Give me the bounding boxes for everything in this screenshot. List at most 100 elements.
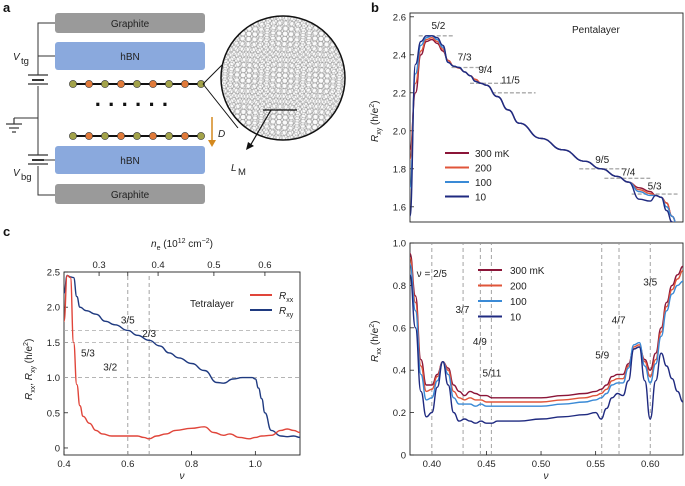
y-tick-label: 0.6 — [393, 323, 406, 334]
legend-label: 200 — [510, 282, 527, 293]
y-axis-label-main: R — [370, 135, 381, 142]
y-axis-label-sup: 2 — [369, 104, 376, 108]
y-axis-label-sub: xx — [376, 347, 383, 355]
atom — [85, 132, 93, 140]
y-tick-label: 0.8 — [393, 281, 406, 292]
top-axis-tick-label: 0.4 — [151, 260, 164, 271]
plot-frame: 0 0.2 0.4 0.6 0.8 1.0 0.40 0.45 0.50 0.55 0.60 — [393, 239, 684, 470]
y-tick-label: 1.8 — [393, 164, 406, 175]
series-line-10 — [410, 35, 674, 222]
legend-label: 10 — [475, 193, 487, 204]
y-tick-label: 0.2 — [393, 408, 406, 419]
fraction-annotation: 3/5 — [121, 315, 135, 326]
hbn-bottom-label: hBN — [120, 156, 139, 167]
legend-label-sub: xy — [286, 312, 294, 319]
series-line-r_xy — [64, 274, 300, 439]
top-axis-tick-label: 0.3 — [92, 260, 105, 271]
atom — [101, 132, 109, 140]
y-axis-label-close: ) — [24, 339, 35, 342]
y-axis-label: Rxx (h/e2) — [369, 321, 383, 363]
top-axis-label-main: n — [151, 239, 157, 250]
y-axis-label: Rxy (h/e2) — [369, 101, 383, 143]
top-axis-label-sup: 12 — [178, 238, 186, 245]
fraction-annotation: 3/7 — [455, 305, 469, 316]
panel-label-b: b — [371, 0, 379, 15]
chart-c: 0 0.5 1.0 1.5 2.0 2.5 0.4 0.6 0.8 1.0 3/5 2/3 5/3 3/2… — [23, 238, 301, 482]
y-tick-label: 0.4 — [393, 366, 406, 377]
ellipsis-dots: · · · · · · — [95, 92, 170, 117]
top-gate-battery-icon — [28, 74, 48, 85]
y-tick-label: 2.2 — [393, 88, 406, 99]
atom-chain-top — [69, 80, 205, 88]
y-axis-label: Rxx, Rxy (h/e2) — [23, 339, 37, 400]
bottom-gate-battery-icon — [28, 154, 48, 165]
top-axis-label-sub: e — [157, 245, 161, 252]
y-axis-label-unit: (h/e — [24, 346, 35, 366]
y-axis-label-sep: , — [24, 380, 35, 386]
series-line-r_xx — [64, 274, 300, 440]
fraction-annotation: 7/3 — [458, 53, 472, 64]
top-axis-label-unit2: cm — [186, 239, 202, 250]
y-tick-label: 2.5 — [47, 268, 60, 279]
y-tick-label: 2.0 — [393, 126, 406, 137]
series-line-100 — [410, 263, 683, 407]
legend-label: 300 mK — [475, 149, 510, 160]
fraction-annotation: 9/5 — [595, 155, 609, 166]
series-line-200 — [410, 257, 683, 403]
series-line-300-mk — [410, 252, 683, 399]
top-axis-label-sup2: −2 — [202, 238, 210, 245]
graphite-bottom-label: Graphite — [111, 190, 150, 201]
zoom-line-bottom — [202, 83, 239, 129]
legend-label: Rxy — [279, 306, 294, 319]
atom-chain-bottom — [69, 132, 205, 140]
top-axis-label-unit: (10 — [161, 239, 179, 250]
lm-label: L — [231, 163, 237, 174]
vbg-label: V — [13, 168, 21, 179]
y-axis-label-sup: 2 — [23, 342, 30, 346]
fraction-annotation: 5/3 — [81, 348, 95, 359]
chart-b-top: 1.6 1.8 2.0 2.2 2.4 2.6 5/2 7/3 9/4 11/5 9/5 7/4 5/3… — [369, 12, 684, 223]
panel-label-a: a — [3, 0, 11, 15]
panel-a: a V tg V bg — [3, 0, 354, 204]
x-tick-label: 0.4 — [57, 459, 70, 470]
series-line-200 — [410, 36, 676, 222]
y-tick-label: 2.6 — [393, 12, 406, 23]
axes-box — [409, 12, 684, 223]
top-axis-tick-label: 0.5 — [207, 260, 220, 271]
fraction-annotation: 4/9 — [473, 337, 487, 348]
legend-label: Rxx — [279, 291, 294, 304]
legend-label-sub: xx — [286, 297, 294, 304]
y-axis-label-close: ) — [370, 101, 381, 104]
moire-lattice-circle — [212, 7, 354, 149]
y-axis-label-main: R — [370, 355, 381, 362]
top-axis-label-close: ) — [210, 239, 213, 250]
graphite-top-label: Graphite — [111, 19, 150, 30]
y-tick-label: 1.0 — [47, 373, 60, 384]
plot-frame: 0 0.5 1.0 1.5 2.0 2.5 0.4 0.6 0.8 1.0 — [47, 268, 301, 470]
x-tick-label: 0.6 — [121, 459, 134, 470]
legend-label-main: R — [279, 291, 286, 302]
y-tick-label: 0 — [401, 451, 406, 462]
series-line-300-mk — [410, 38, 676, 222]
graphite-bottom-layer — [55, 184, 205, 204]
legend-label: 100 — [510, 297, 527, 308]
legend-label: 100 — [475, 178, 492, 189]
top-axis-label: ne (1012 cm−2) — [151, 238, 213, 252]
series-line-10 — [410, 274, 683, 424]
x-tick-label: 0.45 — [477, 459, 496, 470]
atom — [149, 132, 157, 140]
y-tick-label: 0.5 — [47, 408, 60, 419]
atom — [165, 132, 173, 140]
vtg-subscript: tg — [21, 56, 29, 67]
atom — [133, 132, 141, 140]
atom — [69, 132, 77, 140]
y-tick-label: 1.0 — [393, 239, 406, 250]
y-tick-label: 0 — [55, 443, 60, 454]
fraction-annotation: 7/4 — [621, 167, 635, 178]
atom — [197, 132, 205, 140]
vbg-subscript: bg — [21, 172, 32, 183]
y-axis-label-close: ) — [370, 321, 381, 324]
y-tick-label: 1.5 — [47, 338, 60, 349]
circuit-wires — [14, 22, 55, 196]
